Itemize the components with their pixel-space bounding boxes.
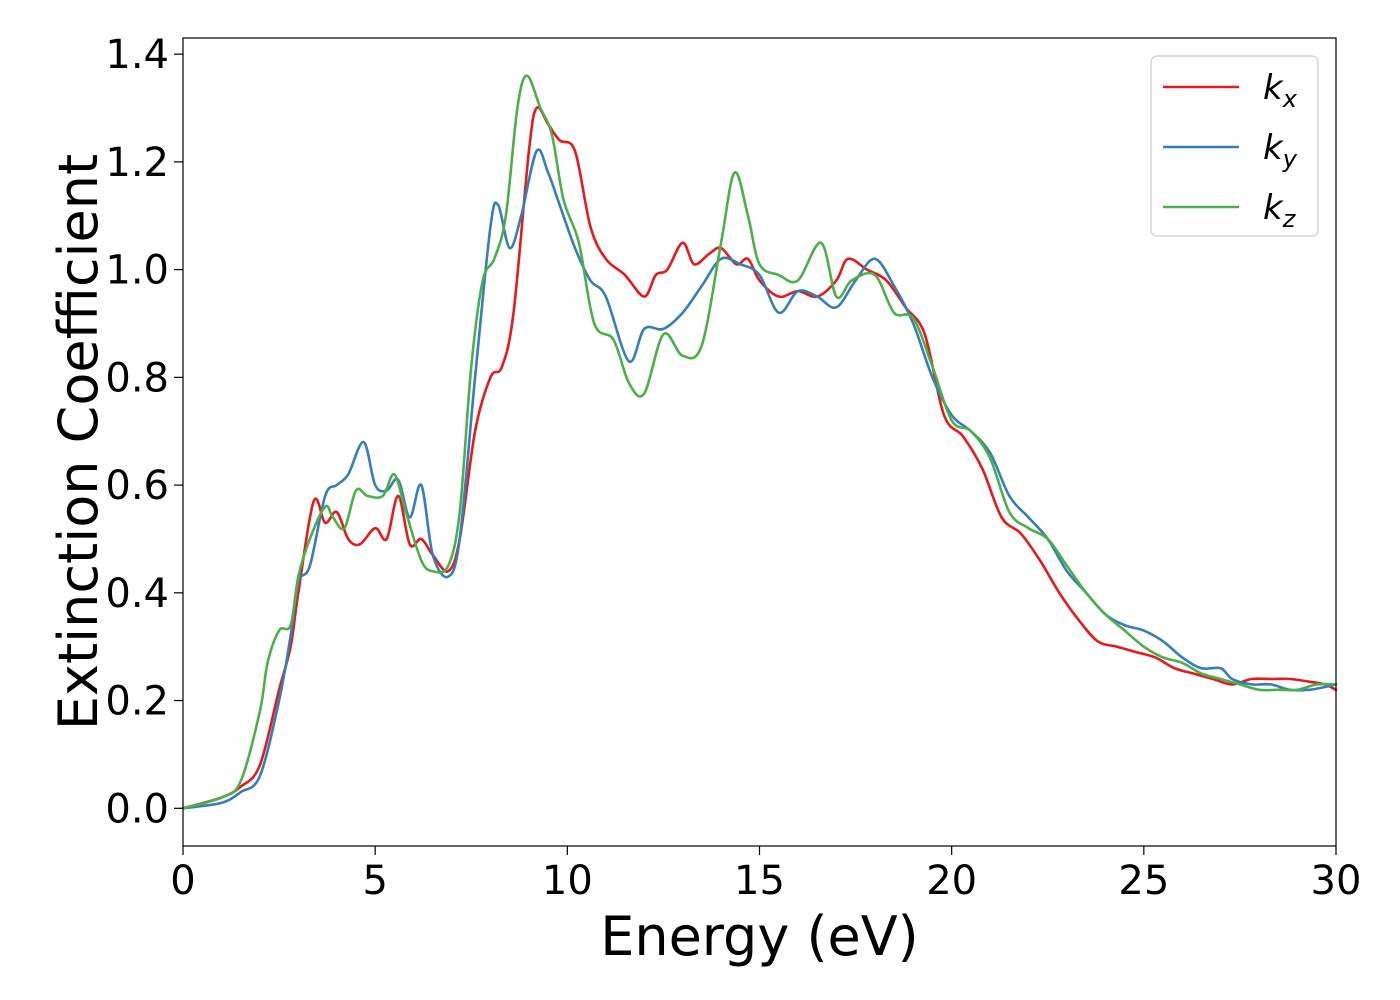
legend: kx ky kz [1150,55,1319,237]
y-axis-ticks: 0.0 0.2 0.4 0.6 0.8 1.0 1.2 1.4 [105,32,183,832]
y-tick-label: 0.2 [105,679,169,725]
y-tick-label: 1.4 [105,32,169,78]
series-line-kx [181,105,1338,810]
series-line-kz [181,74,1338,810]
y-tick-label: 1.2 [105,140,169,186]
x-tick-label: 20 [926,858,977,904]
x-tick-label: 30 [1311,858,1362,904]
series-line-ky [181,148,1338,810]
x-tick-label: 15 [734,858,785,904]
x-axis-ticks: 0 5 10 15 20 25 30 [170,846,1361,904]
x-tick-label: 10 [542,858,593,904]
x-tick-label: 25 [1118,858,1169,904]
y-tick-label: 0.8 [105,355,169,401]
y-tick-label: 0.0 [105,786,169,832]
legend-label-ky: ky [1263,128,1298,173]
series-layer [181,74,1338,810]
y-tick-label: 0.6 [105,463,169,509]
y-tick-label: 1.0 [105,248,169,294]
y-axis-label: Extinction Coefficient [47,154,110,730]
x-tick-label: 0 [170,858,195,904]
legend-label-kz: kz [1263,188,1297,233]
legend-label-kx: kx [1263,68,1298,113]
x-axis-label: Energy (eV) [600,905,919,968]
x-tick-label: 5 [362,858,387,904]
y-tick-label: 0.4 [105,571,169,617]
